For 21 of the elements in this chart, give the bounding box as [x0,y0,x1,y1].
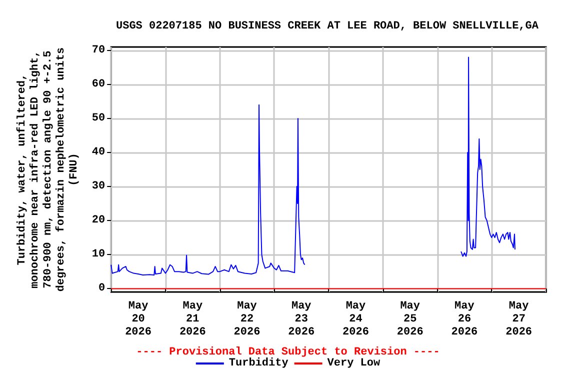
x-tick-label: May 27 2026 [506,300,532,338]
y-tick-label: 0 [98,282,106,295]
y-tick-label: 50 [92,112,106,124]
y-tick-label: 70 [92,44,106,56]
text: ---- Provisional Data Subject to Revision ---- [136,346,440,358]
x-tick-label: May 21 2026 [179,300,206,338]
x-tick-label: May 22 2026 [234,300,260,338]
chart-title: USGS 02207185 NO BUSINESS CREEK AT LEE ROAD, BELOW SNELLVILLE,GA [116,20,539,32]
x-tick-label: May 23 2026 [288,300,315,338]
y-tick-label: 60 [92,78,106,90]
y-tick-label: 20 [92,214,106,227]
y-tick-label: 40 [92,146,106,158]
x-tick-label: May 26 2026 [451,300,478,338]
y-axis-title: Turbidity, water, unfiltered, monochrome near infra-red LED light, 780-900 nm, detection angle 90 +-2.5 degrees, formazin nephelometric units (FNU) [16,47,80,292]
x-tick-label: May 24 2026 [342,300,369,338]
x-tick-label: May 20 2026 [125,300,152,338]
x-tick-label: May 25 2026 [396,300,424,338]
legend-label: Turbidity [228,358,289,370]
y-tick-label: 10 [92,248,106,261]
legend-label: Very Low [327,358,381,370]
y-tick-label: 30 [92,180,106,193]
